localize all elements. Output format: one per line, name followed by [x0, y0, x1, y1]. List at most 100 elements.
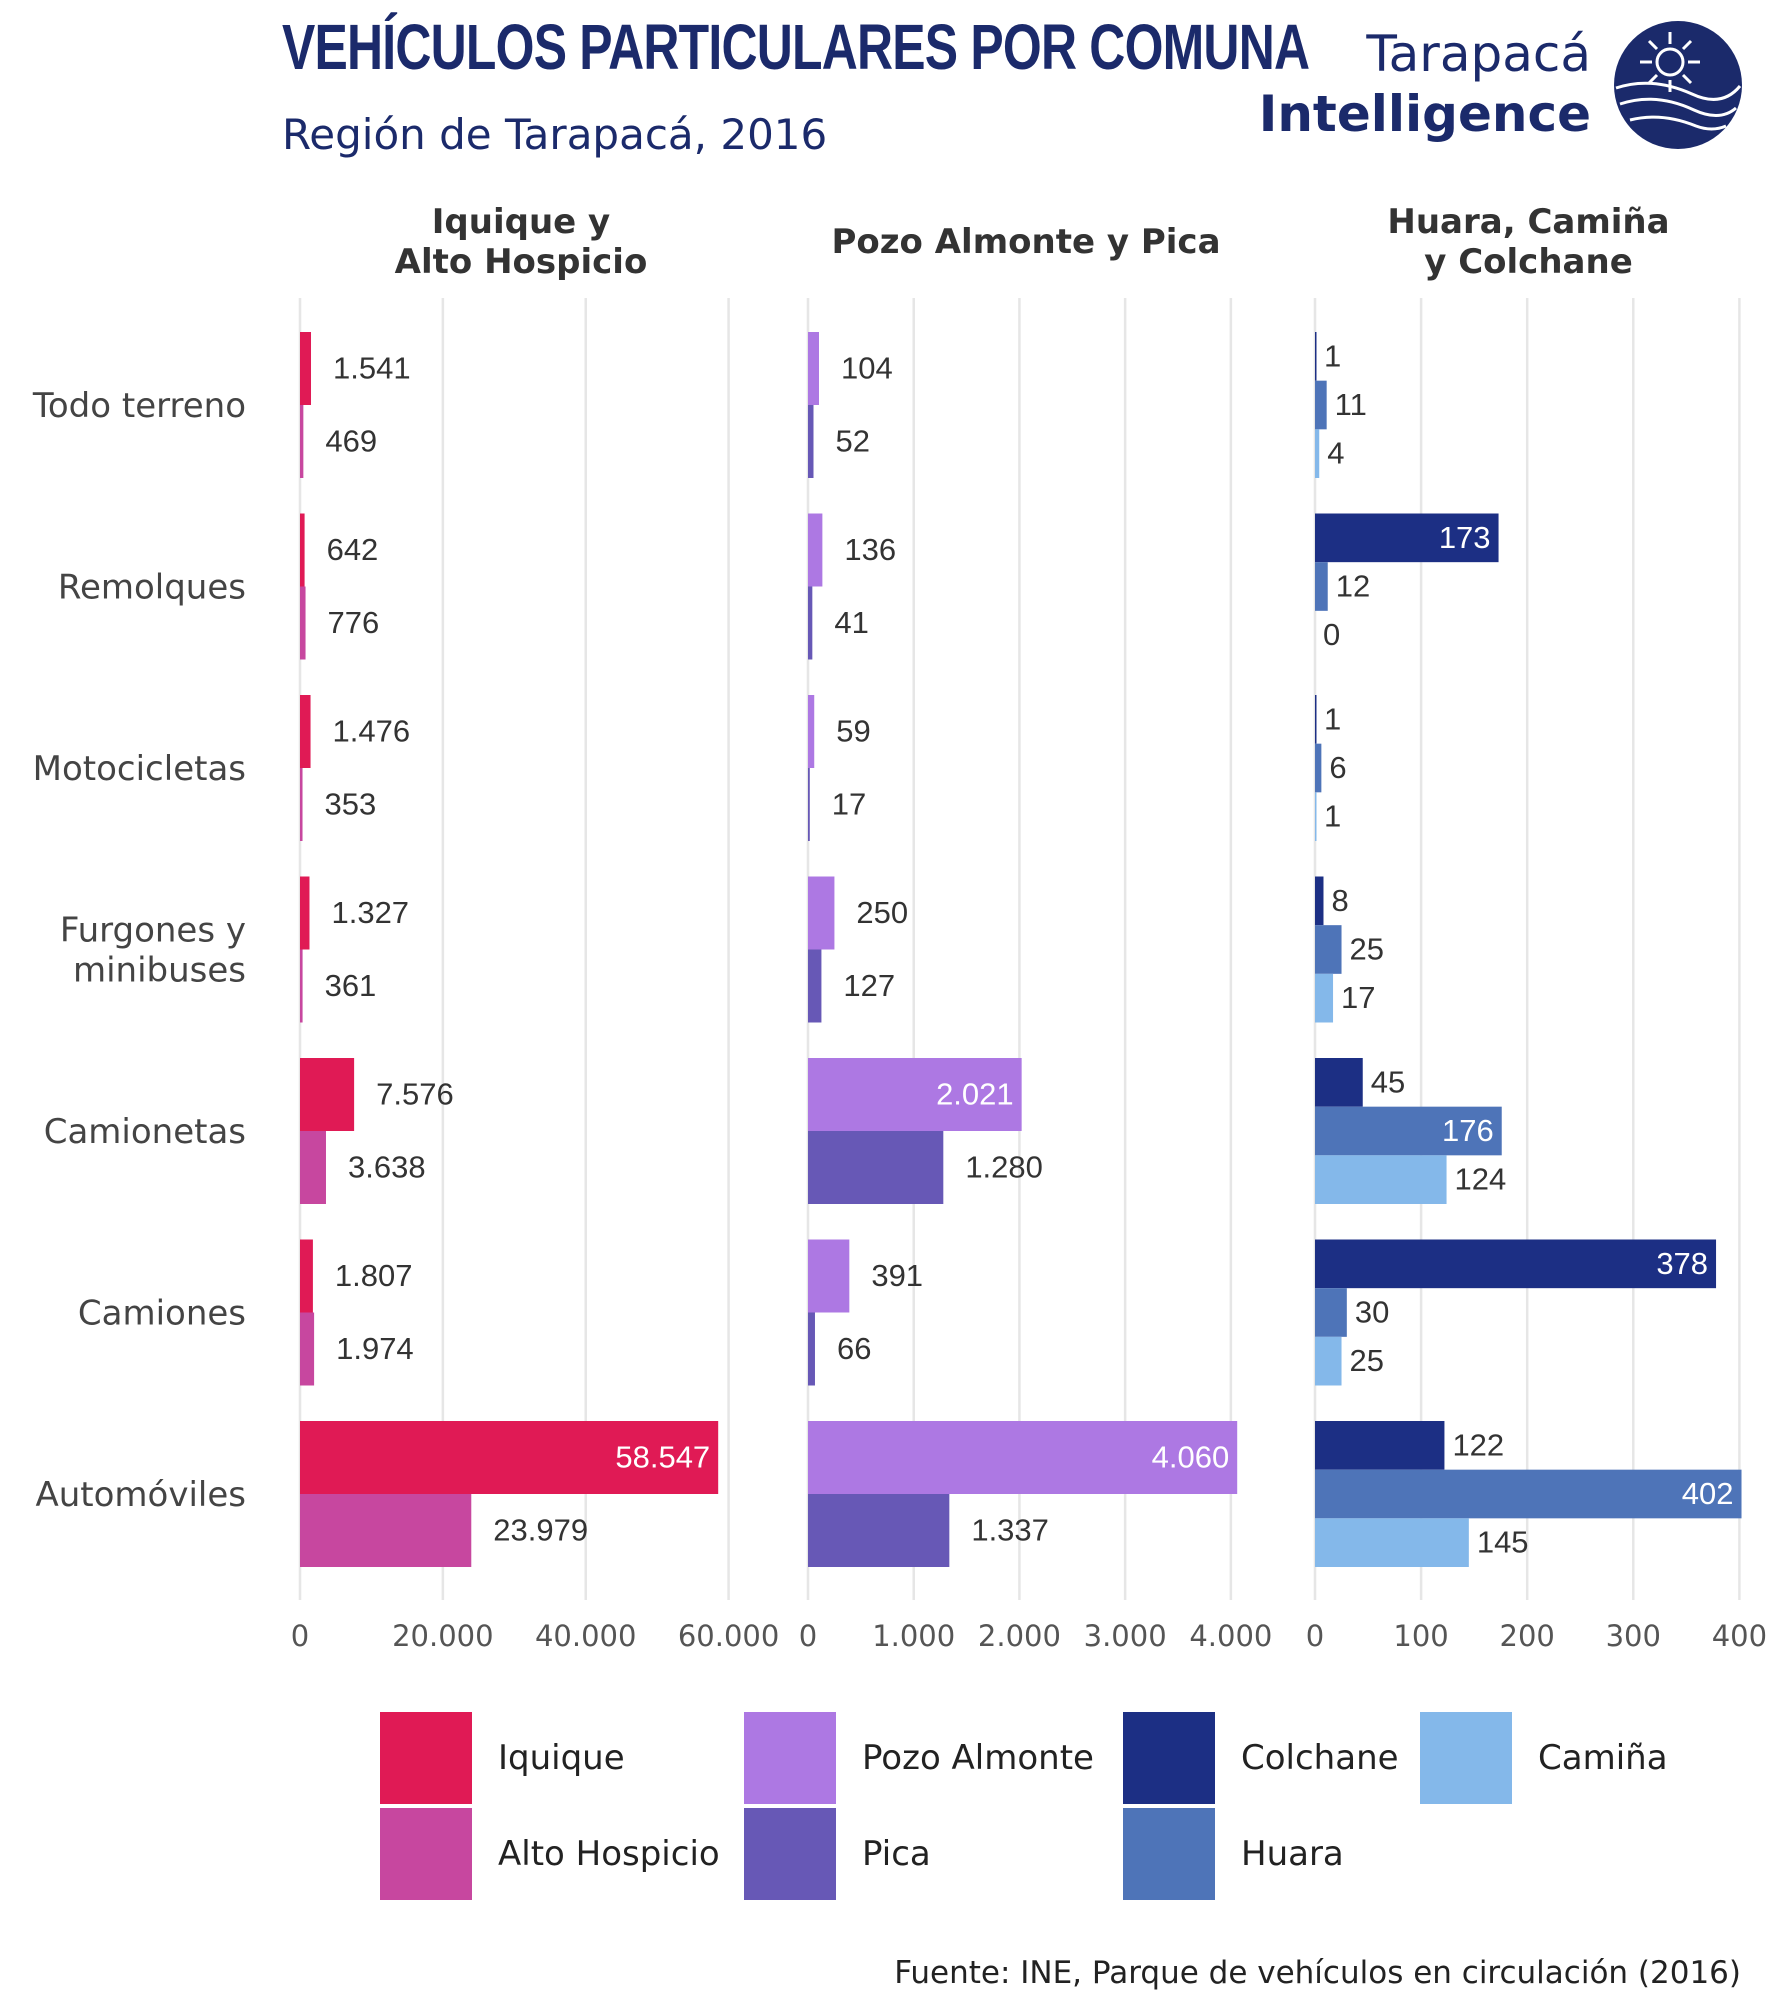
legend-label: Iquique: [498, 1738, 625, 1778]
data-label: 25: [1350, 1343, 1384, 1378]
data-label: 1.280: [965, 1150, 1043, 1185]
bar-alto-hospicio: [300, 1131, 326, 1204]
panel-title: Huara, Camiña: [1387, 202, 1669, 242]
x-tick-label: 20.000: [392, 1619, 493, 1653]
y-category-label: minibuses: [73, 951, 246, 991]
x-tick-label: 1.000: [872, 1619, 955, 1653]
x-tick-label: 0: [1306, 1619, 1324, 1653]
bar-iquique: [300, 695, 311, 768]
facet-panel-2: 0 1.000 2.000 3.000 4.000 Pozo Almonte y Pica…: [799, 222, 1273, 1653]
chart-legend: Iquique Alto Hospicio Pozo Almonte Pica Colc…: [380, 1712, 1720, 1902]
legend-label: Huara: [1241, 1834, 1344, 1874]
x-tick-label: 0: [799, 1619, 817, 1653]
data-label: 52: [835, 424, 869, 459]
data-label: 402: [1682, 1476, 1734, 1511]
legend-swatch: [744, 1712, 836, 1804]
bar-alto-hospicio: [300, 405, 304, 478]
bar-iquique: [300, 1421, 719, 1494]
data-label: 7.576: [376, 1077, 454, 1112]
legend-swatch: [1123, 1808, 1215, 1900]
legend-swatch: [380, 1808, 472, 1900]
bar-huara: [1315, 1469, 1742, 1519]
bar-colchane: [1315, 1239, 1717, 1289]
bar-colchane: [1315, 695, 1317, 744]
y-category-label: Automóviles: [35, 1475, 246, 1515]
data-label: 173: [1439, 520, 1491, 555]
data-label: 104: [841, 351, 893, 386]
data-label: 23.979: [493, 1513, 588, 1548]
legend-item-alto-hospicio: Alto Hospicio: [380, 1808, 720, 1900]
bar-huara: [1315, 1288, 1347, 1337]
panel-title: Alto Hospicio: [395, 242, 648, 282]
data-label: 1: [1324, 799, 1341, 834]
data-label: 1.807: [335, 1258, 413, 1293]
x-tick-label: 400: [1712, 1619, 1767, 1653]
globe-sun-icon: [1614, 21, 1742, 149]
data-label: 127: [843, 968, 895, 1003]
bar-pozo-almonte: [808, 1239, 850, 1313]
y-category-label: Todo terreno: [32, 386, 246, 426]
legend-swatch: [1123, 1712, 1215, 1804]
data-label: 642: [327, 532, 379, 567]
bar-colchane: [1315, 1058, 1363, 1107]
data-label: 12: [1336, 569, 1370, 604]
bar-pozo-almonte: [808, 332, 819, 405]
data-label: 378: [1656, 1246, 1708, 1281]
y-category-label: Camionetas: [44, 1112, 246, 1152]
data-label: 25: [1350, 932, 1384, 967]
data-label: 136: [844, 532, 896, 567]
bar-camiña: [1315, 973, 1334, 1023]
legend-item-iquique: Iquique: [380, 1712, 625, 1804]
data-label: 1: [1324, 338, 1341, 373]
bar-alto-hospicio: [300, 1312, 315, 1386]
legend-label: Pica: [862, 1834, 931, 1874]
data-label: 45: [1371, 1064, 1405, 1099]
bar-alto-hospicio: [300, 1494, 472, 1567]
bar-colchane: [1315, 1421, 1445, 1470]
data-label: 250: [856, 895, 908, 930]
bar-camiña: [1315, 1336, 1342, 1386]
bar-pica: [808, 1131, 944, 1204]
data-label: 59: [836, 714, 870, 749]
bar-pica: [808, 768, 810, 841]
bar-colchane: [1315, 876, 1324, 926]
data-label: 122: [1452, 1427, 1504, 1462]
data-label: 776: [328, 605, 380, 640]
x-tick-label: 2.000: [978, 1619, 1061, 1653]
bar-pica: [808, 949, 822, 1023]
x-tick-label: 0: [291, 1619, 309, 1653]
panel-title: Iquique y: [432, 202, 610, 242]
bar-pica: [808, 1312, 815, 1386]
data-label: 1.476: [333, 714, 411, 749]
legend-label: Camiña: [1538, 1738, 1668, 1778]
bar-camiña: [1315, 792, 1317, 841]
bar-iquique: [300, 876, 310, 950]
bar-huara: [1315, 380, 1327, 430]
bar-huara: [1315, 743, 1322, 793]
data-label: 353: [325, 787, 377, 822]
data-label: 8: [1331, 883, 1348, 918]
data-label: 1: [1324, 701, 1341, 736]
bar-camiña: [1315, 1155, 1447, 1204]
legend-item-pica: Pica: [744, 1808, 931, 1900]
source-note: Fuente: INE, Parque de vehículos en circ…: [894, 1955, 1741, 1991]
data-label: 17: [1341, 980, 1375, 1015]
data-label: 58.547: [615, 1440, 710, 1475]
bar-pozo-almonte: [808, 1421, 1238, 1494]
chart-title: VEHÍCULOS PARTICULARES POR COMUNA: [282, 11, 1310, 83]
bar-pozo-almonte: [808, 876, 835, 950]
brand-logo-text: Tarapacá Intelligence: [1259, 24, 1591, 144]
data-label: 391: [871, 1258, 923, 1293]
x-tick-label: 60.000: [678, 1619, 779, 1653]
data-label: 17: [832, 787, 866, 822]
x-tick-label: 100: [1393, 1619, 1448, 1653]
bar-huara: [1315, 1106, 1502, 1156]
bar-pozo-almonte: [808, 695, 815, 768]
x-tick-label: 40.000: [535, 1619, 636, 1653]
bar-camiña: [1315, 429, 1320, 478]
y-category-label: Remolques: [58, 568, 246, 608]
bar-pozo-almonte: [808, 1058, 1022, 1131]
bar-iquique: [300, 332, 312, 405]
